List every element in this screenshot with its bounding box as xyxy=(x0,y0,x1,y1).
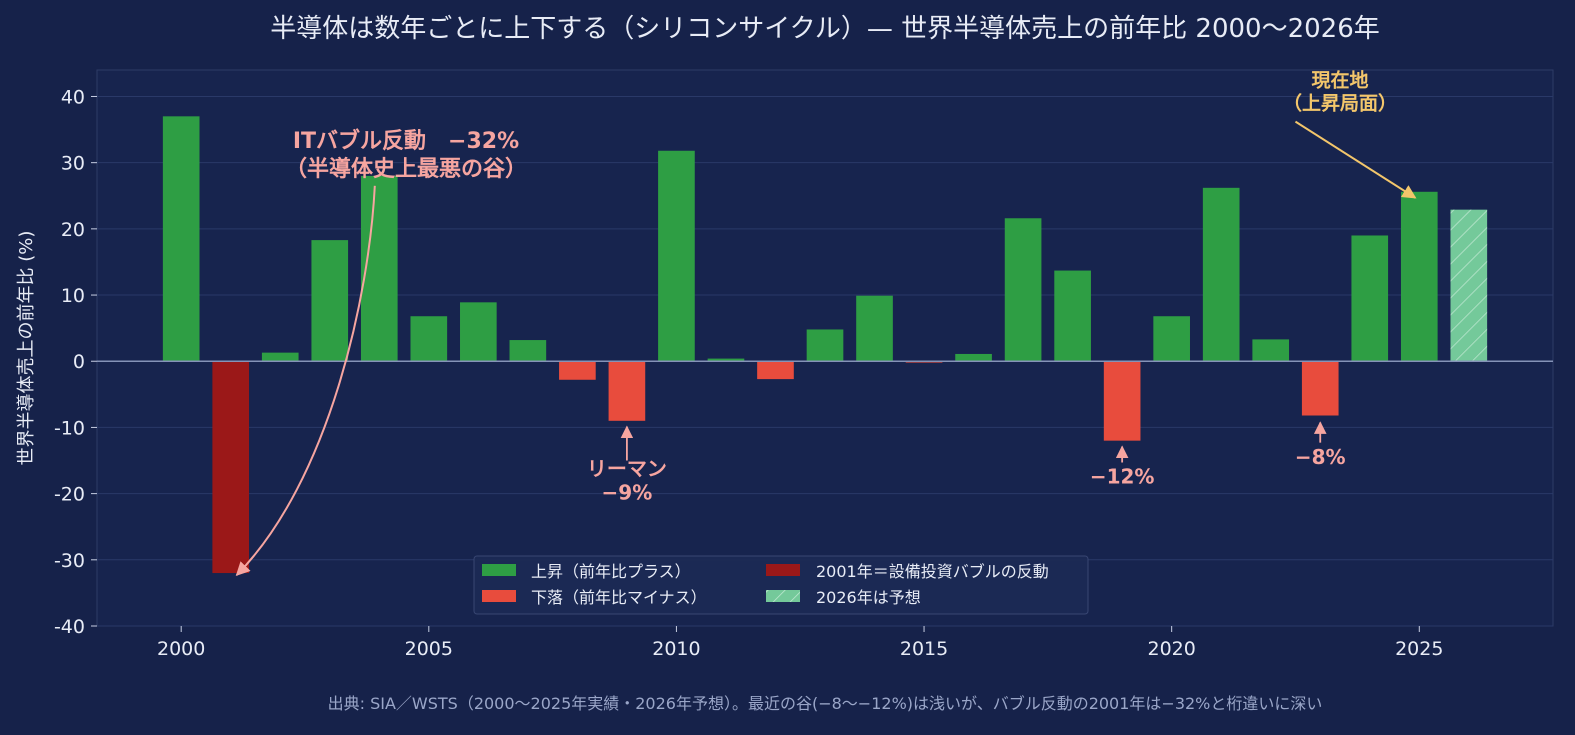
bar xyxy=(806,329,844,362)
annotation-arrow-it-bubble xyxy=(235,185,376,577)
bar xyxy=(360,175,398,362)
annotation-it-bubble: （半導体史上最悪の谷） xyxy=(285,156,527,182)
x-tick-label: 2020 xyxy=(1147,638,1195,660)
y-tick-label: 40 xyxy=(61,86,85,108)
bar xyxy=(1351,235,1389,362)
bar xyxy=(1202,187,1240,362)
bar xyxy=(955,353,992,362)
chart-title: 半導体は数年ごとに上下する（シリコンサイクル）— 世界半導体売上の前年比 200… xyxy=(270,14,1380,44)
bar xyxy=(658,150,695,362)
source-footer: 出典: SIA／WSTS（2000〜2025年実績・2026年予想）。最近の谷(… xyxy=(328,694,1323,713)
bar xyxy=(1153,316,1190,362)
bar xyxy=(460,302,497,362)
y-tick-label: 10 xyxy=(61,285,85,307)
bar xyxy=(311,240,349,362)
bar xyxy=(559,361,596,380)
y-tick-label: 20 xyxy=(61,219,85,241)
y-tick-label: 30 xyxy=(61,153,85,175)
bar xyxy=(410,316,448,362)
x-tick-label: 2005 xyxy=(405,638,453,660)
annotations-group: ITバブル反動 −32%（半導体史上最悪の谷） リーマン−9% −12% −8% 現在地… xyxy=(235,69,1417,577)
annotation-current: （上昇局面） xyxy=(1283,92,1397,115)
legend-swatch-bubble xyxy=(766,564,800,576)
annotation-current: 現在地 xyxy=(1312,69,1369,92)
legend-swatch-forecast-hatch xyxy=(766,590,800,602)
legend-label-bubble: 2001年＝設備投資バブルの反動 xyxy=(816,562,1049,581)
bar xyxy=(1004,218,1042,362)
x-tick-label: 2025 xyxy=(1395,638,1443,660)
bar-forecast-hatch xyxy=(1450,209,1488,362)
legend-label-forecast: 2026年は予想 xyxy=(816,588,921,607)
legend-swatch-down xyxy=(482,590,516,602)
x-tick-label: 2010 xyxy=(652,638,700,660)
annotation-2019: −12% xyxy=(1090,465,1155,489)
bar xyxy=(608,361,646,421)
y-tick-label: -30 xyxy=(54,550,85,572)
bar xyxy=(261,352,299,362)
bar xyxy=(509,340,547,362)
annotation-lehman: リーマン xyxy=(587,457,667,481)
legend-swatch-up xyxy=(482,564,516,576)
bar xyxy=(1400,191,1438,362)
x-axis: 2000 2005 2010 2015 2020 2025 xyxy=(157,626,1443,660)
x-tick-label: 2000 xyxy=(157,638,205,660)
bar xyxy=(162,116,200,362)
legend-label-up: 上昇（前年比プラス） xyxy=(531,562,691,581)
bar xyxy=(1054,270,1091,362)
legend-label-down: 下落（前年比マイナス） xyxy=(531,588,707,607)
annotation-arrow-current xyxy=(1294,120,1417,199)
y-axis: 40 30 20 10 0 -10 -20 -30 -40 xyxy=(54,86,97,638)
y-tick-label: -40 xyxy=(54,616,85,638)
y-tick-label: -20 xyxy=(54,484,85,506)
bar xyxy=(1252,339,1290,362)
annotation-lehman: −9% xyxy=(602,481,653,505)
bar xyxy=(212,361,250,574)
bar xyxy=(757,361,794,380)
bar xyxy=(707,358,745,362)
legend: 上昇（前年比プラス） 下落（前年比マイナス） 2001年＝設備投資バブルの反動 … xyxy=(473,555,1089,615)
bars-group xyxy=(162,116,1488,574)
bar xyxy=(1301,361,1339,416)
x-tick-label: 2015 xyxy=(900,638,948,660)
y-tick-label: -10 xyxy=(54,417,85,439)
y-tick-label: 0 xyxy=(73,351,85,373)
bar xyxy=(856,295,893,362)
legend-box xyxy=(473,555,1089,615)
y-axis-label: 世界半導体売上の前年比 (%) xyxy=(16,231,37,466)
annotation-it-bubble: ITバブル反動 −32% xyxy=(293,128,519,154)
grid-lines xyxy=(97,95,1553,627)
annotation-2023: −8% xyxy=(1295,445,1346,469)
bar xyxy=(1103,361,1141,441)
